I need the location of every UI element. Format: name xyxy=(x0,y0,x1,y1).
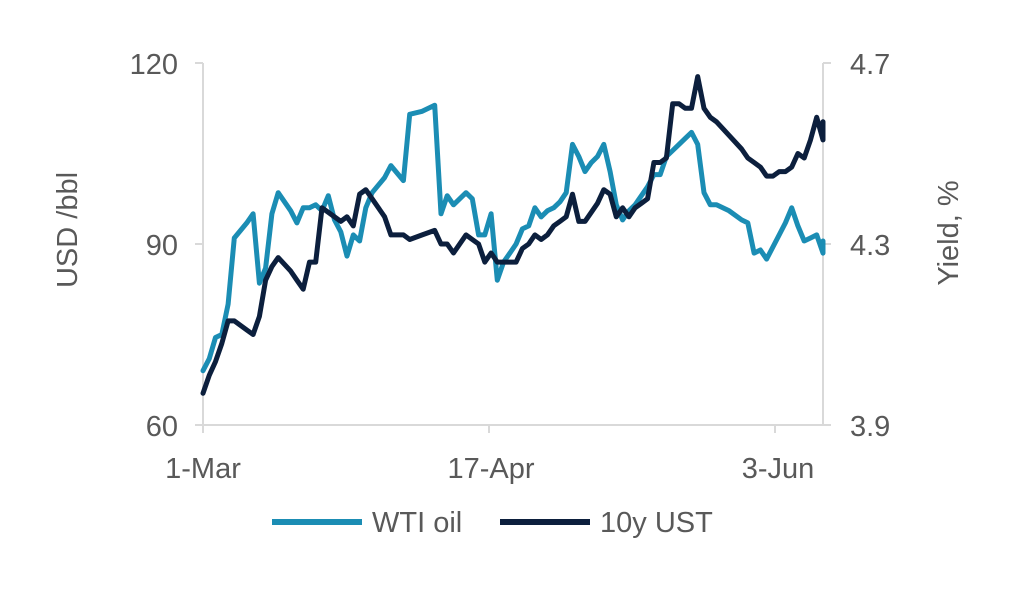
left-axis-title: USD /bbl xyxy=(52,172,84,288)
legend-label-wti-oil: WTI oil xyxy=(372,507,462,539)
x-tick-label: 1-Mar xyxy=(165,453,241,485)
legend-label-10y-ust: 10y UST xyxy=(600,507,713,539)
x-tick-label: 17-Apr xyxy=(447,453,534,485)
left-tick-label: 60 xyxy=(146,411,178,443)
x-tick-label: 3-Jun xyxy=(742,453,815,485)
right-tick-label: 3.9 xyxy=(850,411,890,443)
left-tick-label: 120 xyxy=(130,49,178,81)
right-tick-label: 4.7 xyxy=(850,49,890,81)
left-tick-label: 90 xyxy=(146,230,178,262)
series-line-10y-ust xyxy=(200,74,826,396)
right-axis-title: Yield, % xyxy=(933,180,965,285)
right-tick-label: 4.3 xyxy=(850,230,890,262)
series-line-wti-oil xyxy=(200,102,826,374)
